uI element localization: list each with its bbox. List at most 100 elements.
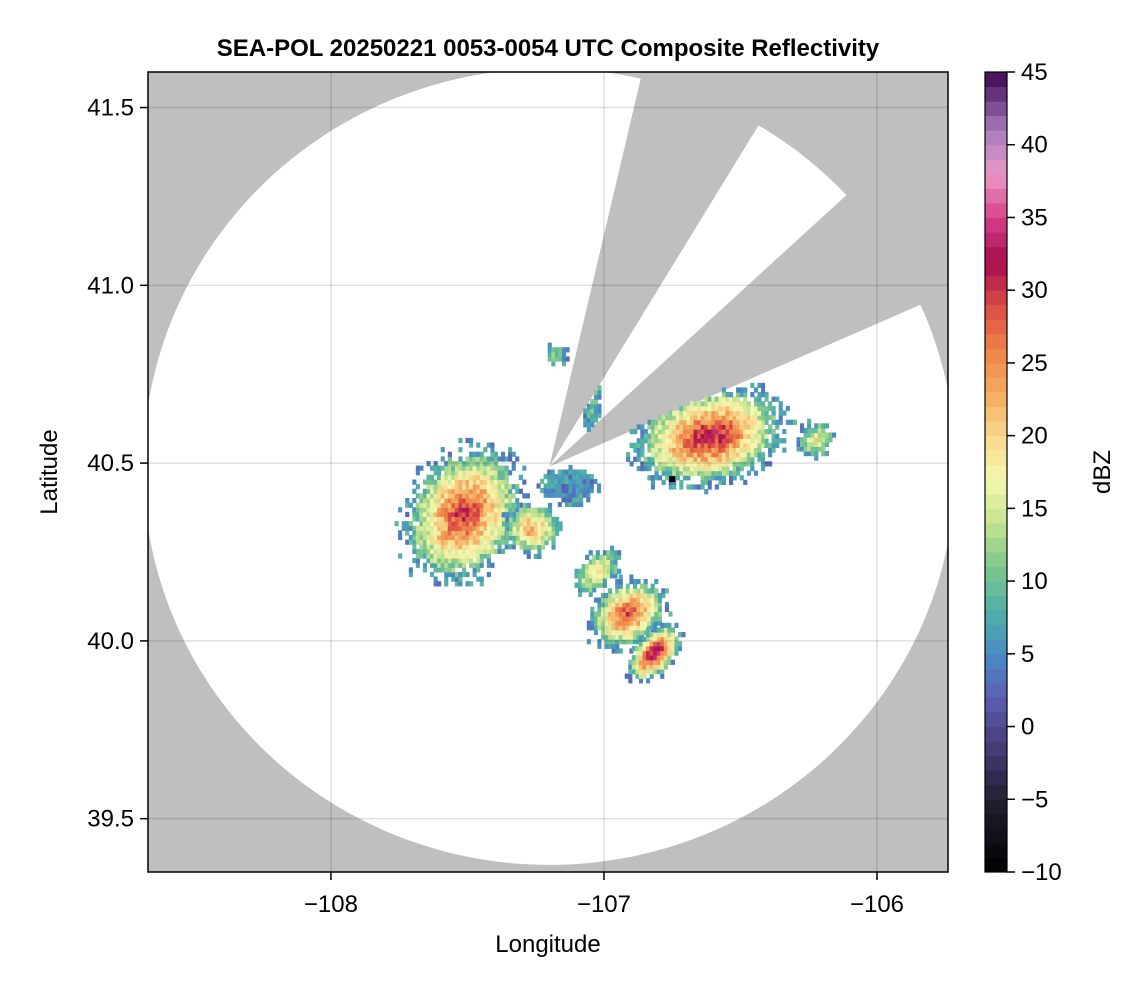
echo-cell bbox=[718, 466, 723, 472]
echo-cell bbox=[732, 415, 737, 421]
echo-cell bbox=[548, 507, 553, 513]
echo-cell bbox=[700, 484, 705, 490]
echo-cell bbox=[824, 437, 829, 443]
echo-cell bbox=[458, 525, 463, 531]
echo-cell bbox=[628, 673, 633, 679]
echo-cell bbox=[622, 620, 627, 626]
echo-cell bbox=[544, 530, 549, 536]
echo-cell bbox=[764, 461, 769, 467]
echo-cell bbox=[579, 492, 584, 498]
echo-cell bbox=[544, 507, 549, 513]
echo-cell bbox=[725, 433, 730, 439]
echo-cell bbox=[483, 479, 488, 485]
echo-cell bbox=[711, 433, 716, 439]
echo-cell bbox=[568, 488, 573, 494]
echo-cell bbox=[465, 465, 470, 471]
echo-cell bbox=[817, 427, 822, 434]
echo-cell bbox=[479, 525, 484, 531]
echo-cell bbox=[483, 461, 488, 467]
echo-cell bbox=[472, 456, 477, 462]
echo-cell bbox=[422, 498, 427, 504]
echo-cell bbox=[635, 664, 640, 670]
echo-cell bbox=[821, 427, 826, 434]
echo-cell bbox=[753, 438, 758, 444]
echo-cell bbox=[572, 488, 577, 494]
echo-cell bbox=[775, 442, 780, 448]
echo-cell bbox=[775, 424, 780, 430]
echo-cell bbox=[469, 530, 474, 536]
echo-cell bbox=[444, 558, 449, 564]
echo-cell bbox=[660, 632, 665, 638]
echo-cell bbox=[640, 461, 645, 467]
echo-cell bbox=[667, 645, 672, 652]
echo-cell bbox=[462, 567, 467, 573]
echo-cell bbox=[615, 602, 620, 608]
echo-cell bbox=[658, 452, 663, 458]
echo-cell bbox=[679, 405, 684, 412]
echo-cell bbox=[807, 427, 812, 434]
echo-cell bbox=[782, 447, 787, 453]
echo-cell bbox=[486, 479, 491, 485]
echo-cell bbox=[667, 641, 672, 647]
echo-cell bbox=[682, 461, 687, 467]
colorbar-step bbox=[985, 595, 1007, 611]
echo-cell bbox=[665, 461, 670, 467]
echo-cell bbox=[430, 521, 435, 527]
echo-cell bbox=[704, 479, 709, 485]
echo-cell bbox=[736, 461, 741, 467]
echo-cell bbox=[660, 659, 665, 665]
echo-cell bbox=[554, 483, 559, 489]
echo-cell bbox=[465, 507, 470, 513]
echo-cell bbox=[465, 474, 470, 480]
echo-cell bbox=[635, 645, 640, 652]
echo-cell bbox=[663, 641, 668, 647]
y-axis-ticks: 39.540.040.541.041.5 bbox=[87, 95, 148, 833]
echo-cell bbox=[437, 465, 442, 471]
echo-cell bbox=[613, 559, 618, 565]
echo-cell bbox=[750, 415, 755, 421]
echo-cell bbox=[670, 645, 675, 652]
echo-cell bbox=[472, 502, 477, 508]
echo-cell bbox=[642, 669, 647, 675]
echo-cell bbox=[557, 474, 562, 480]
echo-cell bbox=[454, 498, 459, 504]
echo-cell bbox=[725, 452, 730, 458]
echo-cell bbox=[412, 544, 417, 550]
echo-cell bbox=[721, 461, 726, 467]
echo-cell bbox=[430, 484, 435, 490]
echo-cell bbox=[615, 634, 620, 640]
echo-cell bbox=[661, 415, 666, 421]
echo-cell bbox=[821, 446, 826, 452]
echo-cell bbox=[661, 429, 666, 435]
echo-cell bbox=[462, 534, 467, 541]
echo-cell bbox=[505, 512, 510, 518]
echo-cell bbox=[642, 673, 647, 679]
colorbar-step bbox=[985, 813, 1007, 829]
echo-cell bbox=[711, 461, 716, 467]
echo-cell bbox=[493, 461, 498, 467]
echo-cell bbox=[454, 525, 459, 531]
echo-cell bbox=[497, 502, 502, 508]
echo-cell bbox=[707, 461, 712, 467]
echo-cell bbox=[458, 521, 463, 527]
echo-cell bbox=[642, 655, 647, 661]
echo-cell bbox=[725, 405, 730, 412]
echo-cell bbox=[412, 507, 417, 513]
echo-cell bbox=[586, 408, 591, 414]
echo-cell bbox=[679, 438, 684, 444]
echo-cell bbox=[647, 419, 652, 425]
echo-cell bbox=[561, 351, 566, 357]
echo-cell bbox=[690, 429, 695, 435]
echo-cell bbox=[729, 415, 734, 421]
echo-cell bbox=[663, 627, 668, 633]
echo-cell bbox=[564, 497, 569, 503]
echo-cell bbox=[579, 497, 584, 503]
echo-cell bbox=[632, 625, 637, 631]
echo-cell bbox=[454, 521, 459, 527]
echo-cell bbox=[700, 442, 705, 448]
echo-cell bbox=[803, 437, 808, 443]
echo-cell bbox=[412, 516, 417, 522]
echo-cell bbox=[750, 410, 755, 416]
echo-cell bbox=[768, 447, 773, 453]
echo-cell bbox=[739, 452, 744, 458]
